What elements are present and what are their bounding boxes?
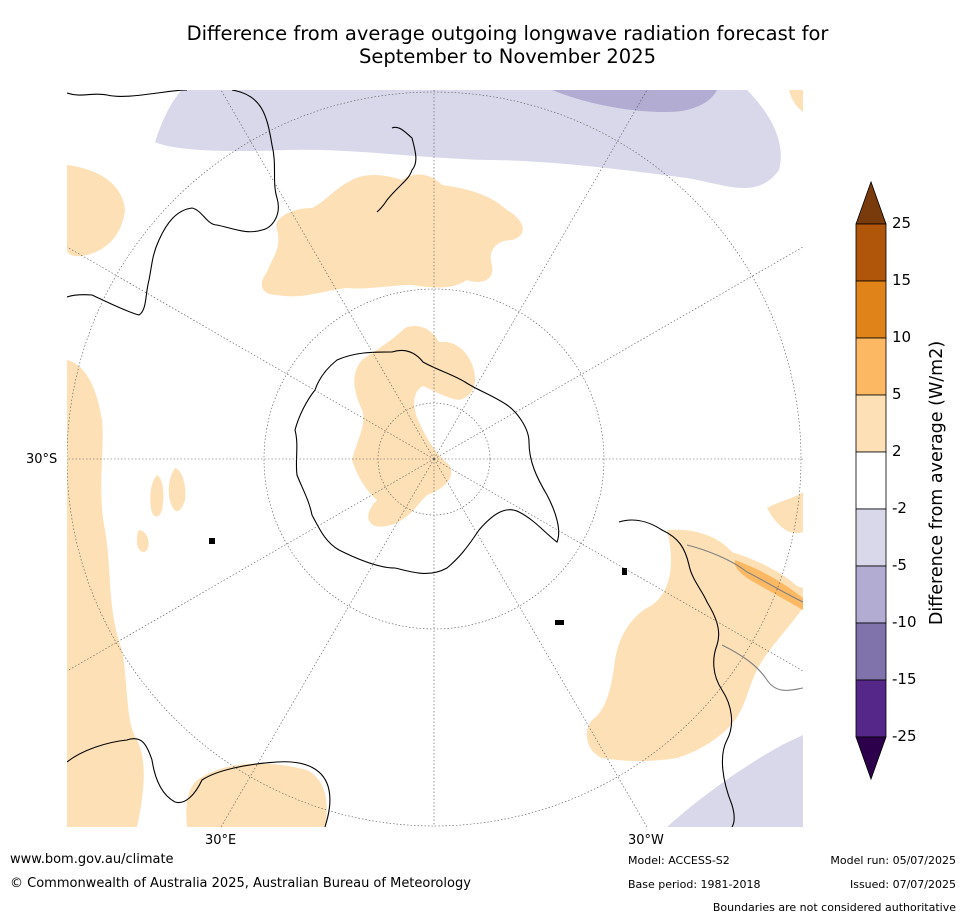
- footer-disclaimer: Boundaries are not considered authoritat…: [712, 901, 956, 914]
- colorbar: [855, 180, 887, 781]
- island-1: [209, 538, 215, 544]
- latitude-circle-30s: [263, 288, 605, 630]
- anomaly-positive-southwest: [67, 360, 144, 827]
- colorbar-tick-label: -2: [892, 499, 907, 517]
- antarctica-coastline: [294, 349, 560, 574]
- footer-model-run: Model run: 05/07/2025: [830, 854, 956, 867]
- anomaly-negative-north: [155, 90, 781, 188]
- colorbar-segment: [855, 337, 887, 396]
- longitude-label-30e: 30°E: [205, 833, 237, 848]
- colorbar-tick-label: -5: [892, 556, 907, 574]
- anomaly-positive-east-edge: [767, 492, 803, 534]
- colorbar-segment: [855, 508, 887, 567]
- title-line-2: September to November 2025: [358, 45, 657, 68]
- anomaly-positive-south-coast: [186, 763, 327, 827]
- longitude-label-30w: 30°W: [628, 833, 664, 848]
- latitude-label-30s: 30°S: [26, 452, 58, 467]
- title-line-1: Difference from average outgoing longwav…: [186, 22, 829, 45]
- island-3: [555, 620, 564, 625]
- anomaly-positive-andes-band: [734, 560, 803, 610]
- anomaly-positive-north-centre: [261, 174, 523, 297]
- anomaly-positive-island-2: [150, 475, 164, 517]
- colorbar-tick-label: 5: [892, 385, 902, 403]
- colorbar-extend-top: [855, 180, 887, 225]
- coastline-south-continent: [67, 738, 331, 827]
- colorbar-segment: [855, 451, 887, 510]
- footer-model: Model: ACCESS-S2: [628, 854, 730, 867]
- map-title: Difference from average outgoing longwav…: [40, 22, 965, 68]
- colorbar-segment: [855, 223, 887, 282]
- footer-copyright: © Commonwealth of Australia 2025, Austra…: [10, 876, 471, 891]
- colorbar-title: Difference from average (W/m2): [927, 340, 947, 626]
- colorbar-segment: [855, 679, 887, 738]
- coastline-south-america: [618, 519, 735, 827]
- anomaly-positive-island-1: [168, 468, 186, 512]
- colorbar-segment: [855, 394, 887, 453]
- colorbar-tick-label: -10: [892, 613, 917, 631]
- coastline-nz-north: [376, 126, 417, 213]
- colorbar-tick-label: -25: [892, 727, 917, 745]
- colorbar-extend-bottom: [855, 736, 887, 781]
- coastline-west-continent: [67, 90, 279, 316]
- anomaly-negative-north-strong: [552, 90, 717, 112]
- anomaly-positive-polar: [352, 325, 475, 527]
- coastline-south-america-grey: [686, 544, 803, 691]
- colorbar-tick-label: 10: [892, 328, 912, 346]
- footer-base-period: Base period: 1981-2018: [628, 878, 761, 891]
- anomaly-positive-west: [67, 165, 125, 257]
- anomaly-positive-ne-corner: [789, 90, 803, 112]
- anomaly-positive-island-3: [137, 530, 149, 553]
- footer-issued: Issued: 07/07/2025: [849, 878, 956, 891]
- colorbar-segment: [855, 280, 887, 339]
- colorbar-segment: [855, 565, 887, 624]
- anomaly-negative-southeast: [667, 735, 803, 827]
- meridian-lines: [67, 90, 803, 827]
- colorbar-tick-label: -15: [892, 670, 917, 688]
- footer-url[interactable]: www.bom.gov.au/climate: [10, 852, 174, 867]
- polar-map: [67, 90, 803, 827]
- colorbar-tick-label: 15: [892, 271, 912, 289]
- colorbar-tick-label: 2: [892, 442, 902, 460]
- colorbar-tick-label: 25: [892, 214, 912, 232]
- island-2: [622, 568, 627, 575]
- latitude-circle-outer: [67, 91, 802, 827]
- colorbar-segment: [855, 622, 887, 681]
- anomaly-positive-southeast: [586, 529, 803, 761]
